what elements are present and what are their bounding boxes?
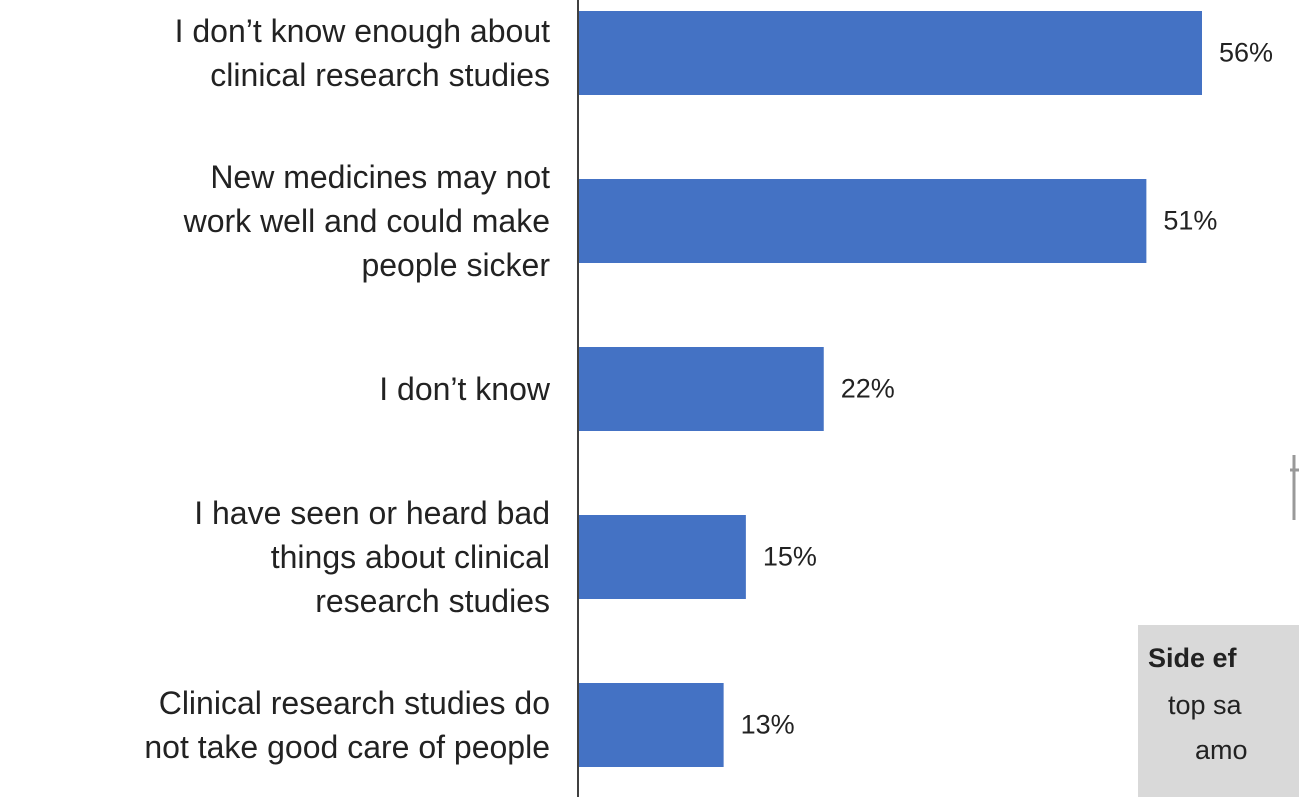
value-label: 56% [1219, 37, 1274, 68]
bar [579, 683, 724, 767]
category-label: New medicines may not work well and coul… [183, 159, 550, 283]
value-label: 13% [740, 709, 795, 740]
bar [579, 11, 1202, 95]
value-label: 22% [840, 373, 895, 404]
category-label: I have seen or heard bad things about cl… [194, 495, 550, 619]
callout-text: top sa [1168, 690, 1242, 720]
bar [579, 179, 1147, 263]
icon [1290, 455, 1299, 520]
category-label: Clinical research studies do not take go… [144, 685, 550, 765]
category-label: I don’t know [379, 371, 550, 407]
callout-text: amo [1195, 735, 1248, 765]
value-label: 15% [762, 541, 817, 572]
callout-box: Side ef top sa amo [1138, 625, 1299, 797]
bar [579, 515, 746, 599]
value-label: 51% [1163, 205, 1218, 236]
category-label: I don’t know enough about clinical resea… [174, 13, 550, 93]
callout-text: Side ef [1148, 643, 1237, 673]
bar [579, 347, 824, 431]
